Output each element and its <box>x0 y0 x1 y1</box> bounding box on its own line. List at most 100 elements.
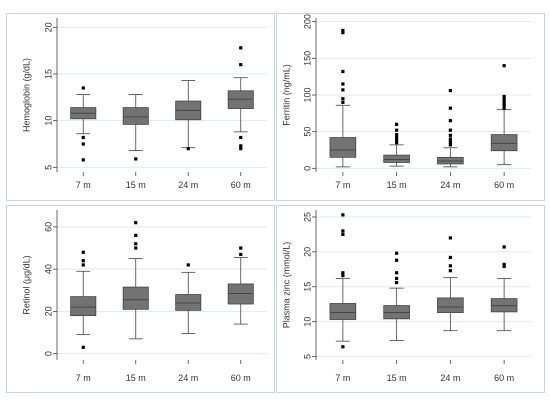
outlier-point <box>395 133 399 137</box>
x-tick-label: 24 m <box>178 180 198 190</box>
outlier-point <box>186 263 190 267</box>
outlier-point <box>81 345 85 349</box>
y-tick-label: 15 <box>43 69 53 79</box>
x-tick-label: 15 m <box>387 180 407 190</box>
outlier-point <box>448 119 452 123</box>
y-tick-label: 0 <box>302 166 312 171</box>
outlier-point <box>395 141 399 145</box>
box-iqr <box>329 137 357 158</box>
outlier-point <box>502 64 506 68</box>
x-tick-label: 24 m <box>440 180 460 190</box>
outlier-point <box>81 142 85 146</box>
box-15m <box>383 251 410 341</box>
outlier-point <box>502 94 506 99</box>
outlier-point <box>448 236 452 240</box>
outlier-point <box>448 269 452 273</box>
outlier-point <box>341 232 345 237</box>
y-tick-label: 5 <box>302 354 312 359</box>
x-tick-label: 15 m <box>387 373 407 383</box>
outlier-point <box>239 46 243 50</box>
outlier-point <box>341 271 345 275</box>
y-tick-label: 5 <box>43 165 53 170</box>
y-tick-label: 0 <box>43 351 53 356</box>
outlier-point <box>502 245 506 249</box>
outlier-point <box>502 102 506 106</box>
y-tick-label: 20 <box>43 306 53 316</box>
chart-panel-bottom-right: 5 10 15 20 25 Plasma zinc (mmol/L) 7 m 15 m 24 m… <box>276 205 545 393</box>
outlier-point <box>81 250 85 254</box>
x-tick-label: 24 m <box>178 373 198 383</box>
box-7m <box>329 213 357 349</box>
box-iqr <box>227 283 254 305</box>
y-axis-label: Retinol (μg/dL) <box>21 255 31 314</box>
outlier-point <box>239 63 243 67</box>
outlier-point <box>341 273 345 278</box>
outlier-point <box>239 246 243 250</box>
outlier-point <box>341 31 345 35</box>
outlier-point <box>134 246 138 250</box>
chart-panel-top-left: 5 10 15 20 Hemoglobin (g/dL) 7 m 15 m 24 m 60 m <box>6 13 275 201</box>
outlier-point <box>395 122 399 126</box>
y-tick-label: 150 <box>302 51 312 66</box>
y-axis-label: Hemoglobin (g/dL) <box>21 58 31 132</box>
box-15m <box>122 94 149 161</box>
outlier-point <box>502 99 506 103</box>
box-iqr <box>122 286 149 310</box>
box-60m <box>227 246 254 325</box>
outlier-point <box>134 221 138 225</box>
x-tick-label: 7 m <box>335 373 350 383</box>
box-iqr <box>437 297 464 313</box>
box-15m <box>122 221 149 340</box>
chart-panel-bottom-left: 0 20 40 60 Retinol (μg/dL) 7 m 15 m 24 m 60 m <box>6 205 275 393</box>
outlier-point <box>448 264 452 268</box>
outlier-point <box>239 147 243 151</box>
outlier-point <box>448 106 452 110</box>
y-axis-label: Plasma zinc (mmol/L) <box>281 242 291 329</box>
outlier-point <box>502 262 506 267</box>
y-tick-label: 20 <box>302 247 312 257</box>
box-7m <box>329 28 357 168</box>
outlier-point <box>448 255 452 260</box>
box-7m <box>70 250 97 349</box>
y-tick-label: 100 <box>302 87 312 102</box>
box-24m <box>175 263 202 334</box>
box-24m <box>437 89 464 168</box>
x-tick-label: 7 m <box>76 373 91 383</box>
outlier-point <box>134 233 138 237</box>
x-tick-label: 60 m <box>494 180 514 190</box>
outlier-point <box>502 106 506 110</box>
y-tick-label: 60 <box>43 222 53 232</box>
outlier-point <box>341 213 345 217</box>
outlier-point <box>502 264 506 269</box>
outlier-point <box>81 158 85 162</box>
box-24m <box>437 236 464 332</box>
box-iqr <box>383 154 410 163</box>
outlier-point <box>395 271 399 275</box>
outlier-point <box>341 229 345 233</box>
outlier-point <box>395 251 399 255</box>
x-tick-label: 7 m <box>76 180 91 190</box>
box-24m <box>175 80 202 151</box>
outlier-point <box>81 86 85 90</box>
outlier-point <box>448 137 452 141</box>
outlier-point <box>186 147 190 151</box>
outlier-point <box>448 140 452 144</box>
outlier-point <box>81 263 85 267</box>
outlier-point <box>502 97 506 101</box>
panel-border <box>276 13 545 201</box>
outlier-point <box>502 104 506 108</box>
outlier-point <box>239 135 243 140</box>
outlier-point <box>448 143 452 147</box>
y-tick-label: 20 <box>43 22 53 32</box>
outlier-point <box>341 28 345 33</box>
box-iqr <box>70 296 97 317</box>
y-tick-label: 10 <box>302 317 312 327</box>
box-iqr <box>175 294 202 311</box>
x-tick-label: 15 m <box>126 373 146 383</box>
y-tick-label: 15 <box>302 282 312 292</box>
outlier-point <box>341 88 345 92</box>
y-tick-label: 25 <box>302 212 312 222</box>
y-axis-label: Ferritin (ng/mL) <box>281 64 291 126</box>
y-tick-label: 50 <box>302 127 312 137</box>
